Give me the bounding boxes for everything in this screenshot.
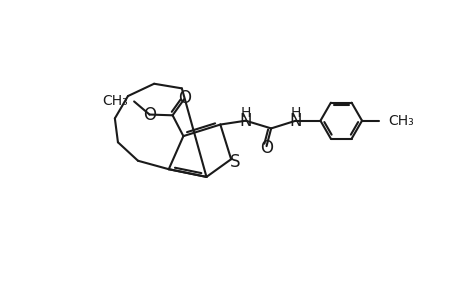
Text: CH₃: CH₃ [102, 94, 128, 108]
Text: N: N [239, 112, 252, 130]
Text: S: S [229, 153, 240, 171]
Text: O: O [143, 106, 156, 124]
Text: N: N [289, 112, 302, 130]
Text: H: H [240, 106, 251, 120]
Text: H: H [290, 106, 300, 120]
Text: CH₃: CH₃ [387, 114, 413, 128]
Text: O: O [259, 140, 273, 158]
Text: O: O [178, 88, 191, 106]
